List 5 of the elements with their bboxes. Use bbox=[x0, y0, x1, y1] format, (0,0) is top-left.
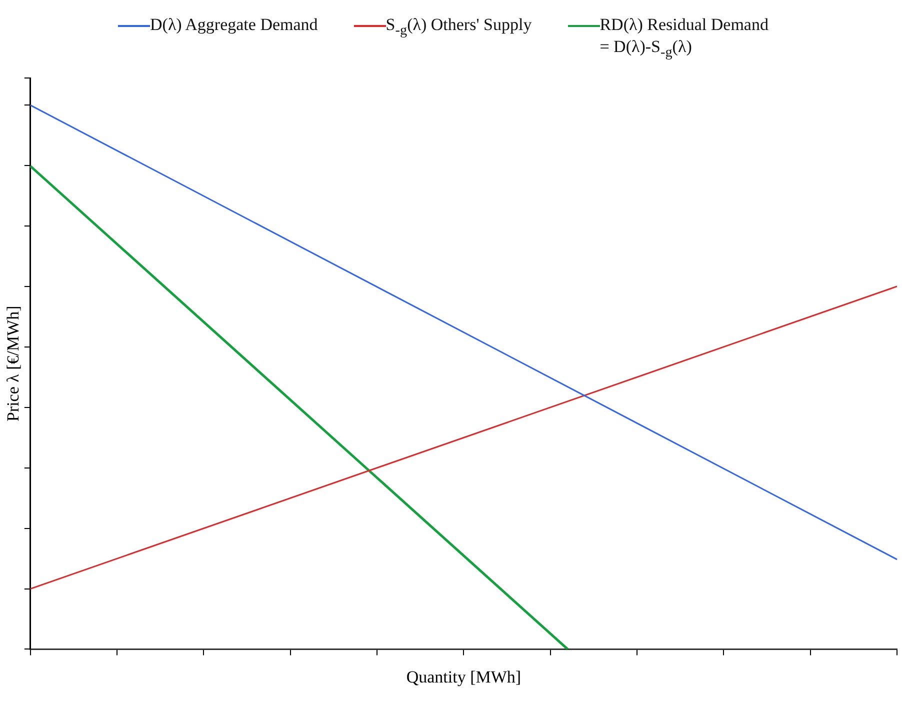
legend-label: S$_{-g}$(λ) Others' Supply bbox=[386, 14, 532, 40]
legend-label: D(λ) Aggregate Demand bbox=[150, 14, 318, 36]
y-axis-title: Price λ [€/MWh] bbox=[4, 306, 23, 422]
x-axis-title: Quantity [MWh] bbox=[406, 667, 522, 686]
legend-label: RD(λ) Residual Demand = D(λ)-S$_{-g}$(λ) bbox=[600, 14, 770, 62]
